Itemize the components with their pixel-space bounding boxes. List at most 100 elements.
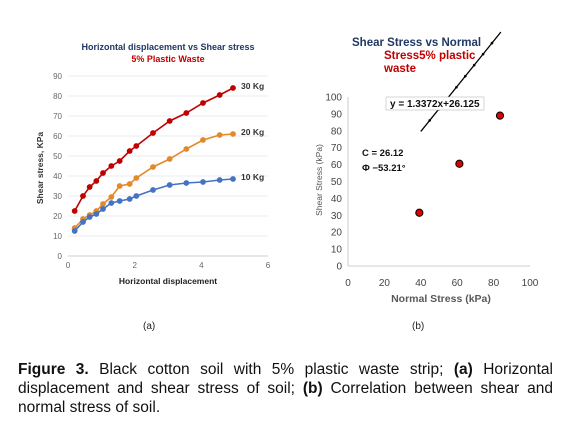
chart-b-title-line-3: waste <box>383 63 416 75</box>
data-point-30-kg <box>230 85 236 91</box>
data-point-30-kg <box>150 130 156 136</box>
chart-a-y-axis-label: Shear stress, KPa <box>35 132 45 205</box>
trendline-marker <box>428 119 431 122</box>
data-point-10-kg <box>93 211 100 217</box>
panel-label-b: (b) <box>412 321 425 332</box>
chart-a-series: 30 Kg 20 Kg 10 Kg <box>71 81 264 234</box>
data-point-20-kg <box>200 137 206 143</box>
series-label-20-kg: 20 Kg <box>241 127 264 137</box>
chart-a-y-tick-label: 60 <box>53 132 62 141</box>
chart-a-gridlines <box>68 75 268 257</box>
data-point-30-kg <box>166 118 173 124</box>
series-line-10-kg <box>74 178 234 232</box>
chart-b-annotation-friction-angle: Φ −53.21° <box>362 163 406 174</box>
data-point-20-kg <box>216 132 223 138</box>
chart-b-x-tick-label: 80 <box>488 278 500 289</box>
chart-b-y-tick-label: 10 <box>331 245 343 256</box>
caption-part-1: Black cotton soil with 5% plastic waste … <box>88 361 454 378</box>
chart-b-x-tick-label: 20 <box>379 278 391 289</box>
data-point-30-kg <box>133 143 140 149</box>
data-point-10-kg <box>133 193 140 199</box>
chart-b-equation: y = 1.3372x+26.125 <box>390 99 480 110</box>
caption-part-2: Horizontal displacement and shear stress… <box>18 361 553 397</box>
chart-a-y-tick-label: 50 <box>53 152 62 161</box>
data-point-20-kg <box>150 164 156 170</box>
chart-a-y-tick-label: 10 <box>53 232 62 241</box>
caption-part-3: Correlation between shear and normal str… <box>18 380 553 416</box>
chart-b-y-tick-label: 0 <box>336 262 342 273</box>
chart-b-title-line-1: Shear Stress vs Normal <box>352 37 481 49</box>
figure-caption: Figure 3. Black cotton soil with 5% plas… <box>18 360 553 417</box>
data-point-10-kg <box>108 200 115 206</box>
data-point-10-kg <box>216 177 223 183</box>
data-point-10-kg <box>86 214 93 220</box>
chart-a-x-tick-label: 0 <box>66 261 71 270</box>
chart-a-y-tick-label: 70 <box>53 112 62 121</box>
chart-a-y-tick-label: 80 <box>53 92 62 101</box>
data-point-30-kg <box>100 170 106 176</box>
series-label-10-kg: 10 Kg <box>241 172 264 182</box>
chart-a-horizontal-displacement-vs-shear-stress: Horizontal displacement vs Shear stress … <box>35 42 271 286</box>
data-point-30-kg <box>86 184 93 190</box>
data-point <box>495 111 505 120</box>
chart-b-x-axis-label: Normal Stress (kPa) <box>391 293 491 305</box>
caption-ref-a: (a) <box>453 361 473 378</box>
data-point-10-kg <box>100 206 106 212</box>
caption-label: Figure 3. <box>18 361 89 378</box>
chart-a-y-tick-label: 30 <box>53 192 62 201</box>
data-point-30-kg <box>116 158 123 164</box>
chart-b-axes <box>347 97 530 267</box>
chart-b-x-tick-label: 100 <box>522 278 539 289</box>
chart-a-x-axis-label: Horizontal displacement <box>119 276 217 286</box>
chart-a-x-tick-label: 2 <box>132 261 137 270</box>
trendline <box>420 31 502 132</box>
chart-b-shear-vs-normal-stress: Shear Stress vs Normal Stress5% plastic … <box>314 31 539 305</box>
data-point-10-kg <box>230 176 236 182</box>
data-point-30-kg <box>126 148 133 154</box>
chart-a-y-tick-label: 40 <box>53 172 62 181</box>
data-point-10-kg <box>116 198 123 204</box>
chart-b-y-tick-label: 70 <box>331 143 343 154</box>
chart-a-y-tick-label: 0 <box>58 252 63 261</box>
chart-a-x-tick-label: 6 <box>266 261 271 270</box>
data-point-30-kg <box>200 100 206 106</box>
chart-b-x-tick-label: 0 <box>345 278 351 289</box>
chart-b-y-tick-label: 50 <box>331 177 343 188</box>
data-point-20-kg <box>166 156 173 162</box>
data-point-20-kg <box>126 181 133 187</box>
data-point-30-kg <box>80 193 86 199</box>
data-point-10-kg <box>200 179 206 185</box>
chart-b-marks <box>415 31 505 217</box>
chart-b-x-tick-label: 60 <box>452 278 464 289</box>
data-point-20-kg <box>108 194 115 200</box>
trendline-marker <box>463 74 467 78</box>
chart-b-annotation-cohesion: C = 26.12 <box>362 148 403 159</box>
chart-b-equation-box <box>385 96 485 111</box>
data-point <box>415 208 424 217</box>
chart-b-y-tick-label: 90 <box>331 109 343 120</box>
chart-a-y-tick-label: 20 <box>53 212 62 221</box>
chart-b-y-tick-label: 100 <box>325 93 342 104</box>
data-point-20-kg <box>230 131 236 137</box>
data-point-10-kg <box>166 182 173 188</box>
chart-b-y-tick-label: 30 <box>331 211 343 222</box>
chart-a-y-tick-label: 90 <box>53 72 62 81</box>
trendline-marker <box>490 41 494 45</box>
chart-a-title: Horizontal displacement vs Shear stress <box>81 42 254 52</box>
data-point-20-kg <box>116 183 123 189</box>
chart-b-y-tick-label: 60 <box>331 160 343 171</box>
chart-b-y-tick-label: 80 <box>331 126 343 137</box>
data-point-20-kg <box>100 201 106 207</box>
chart-b-y-tick-label: 40 <box>331 194 343 205</box>
trendline-marker <box>481 52 485 56</box>
data-point-30-kg <box>93 178 100 184</box>
data-point-10-kg <box>80 219 86 225</box>
chart-b-y-axis-label: Shear Stress (kPa) <box>314 144 324 216</box>
chart-b-x-tick-label: 40 <box>415 278 427 289</box>
data-point-30-kg <box>216 92 223 98</box>
trendline-marker <box>455 85 458 89</box>
data-point-20-kg <box>183 146 190 152</box>
caption-ref-b: (b) <box>302 380 323 397</box>
data-point-20-kg <box>133 175 140 181</box>
